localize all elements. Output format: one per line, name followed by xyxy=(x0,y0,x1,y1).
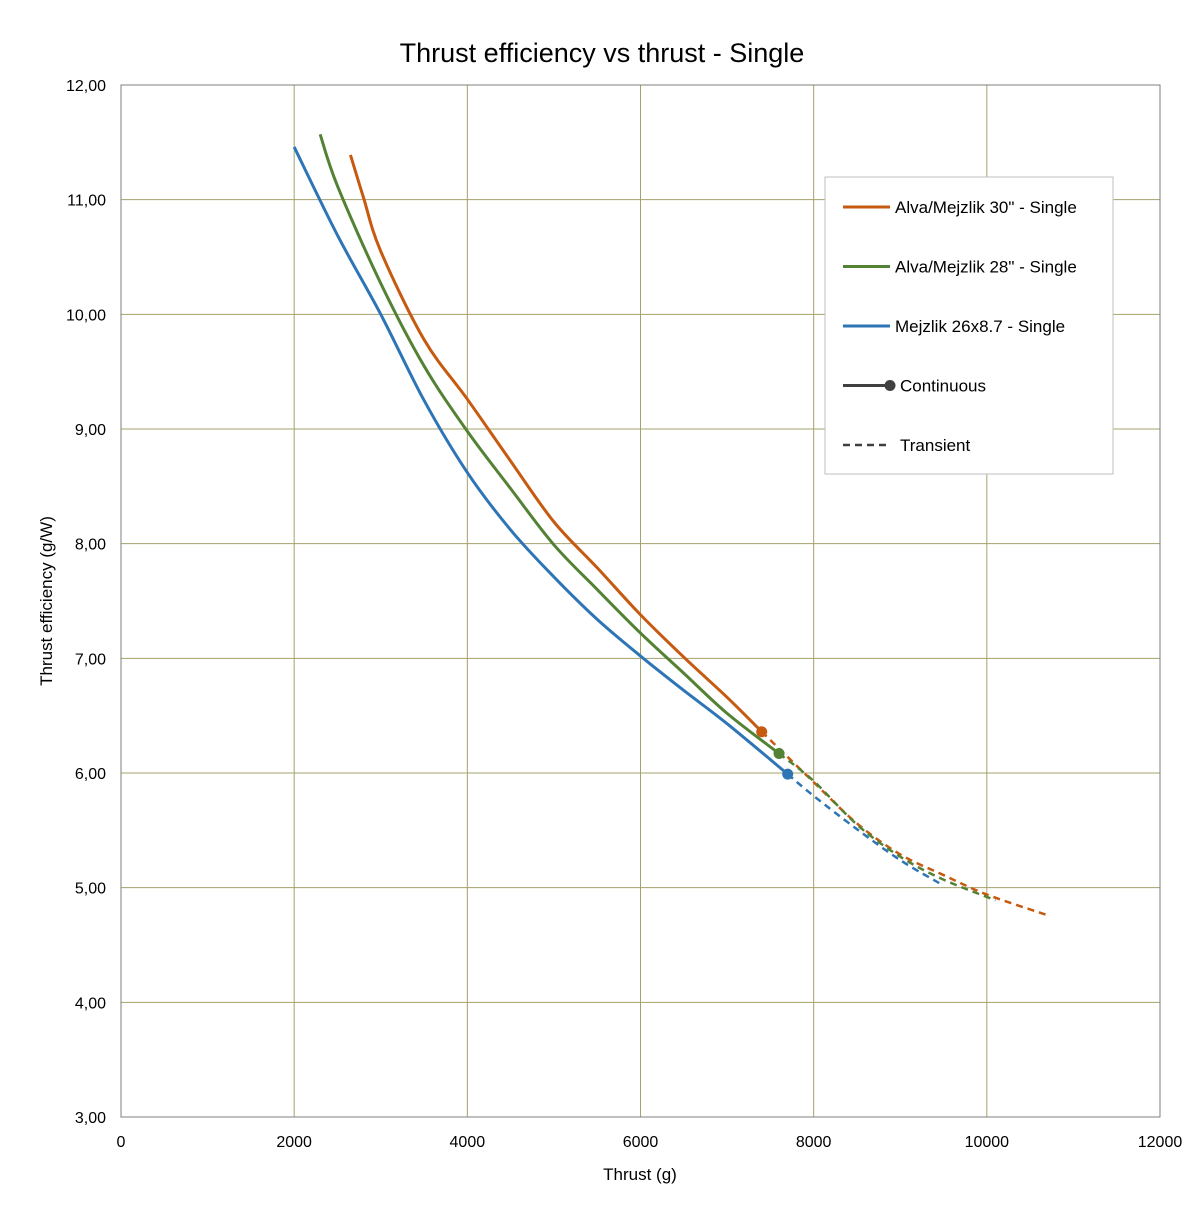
y-tick-label: 3,00 xyxy=(75,1110,106,1127)
legend-label-series-2: Mejzlik 26x8.7 - Single xyxy=(895,317,1065,336)
x-tick-label: 4000 xyxy=(450,1134,486,1151)
y-axis-label: Thrust efficiency (g/W) xyxy=(37,516,56,686)
legend-label-continuous: Continuous xyxy=(900,377,986,396)
y-tick-label: 6,00 xyxy=(75,766,106,783)
x-axis-label: Thrust (g) xyxy=(603,1165,677,1184)
series-layer xyxy=(292,133,1048,917)
series-0-continuous-end-marker xyxy=(756,726,768,738)
legend: Alva/Mejzlik 30" - Single Alva/Mejzlik 28… xyxy=(824,176,1114,475)
series-0-transient-line xyxy=(760,730,1048,917)
y-tick-label: 5,00 xyxy=(75,881,106,898)
y-tick-label: 11,00 xyxy=(67,193,106,210)
series-2-continuous-end-marker xyxy=(782,768,794,780)
x-tick-label: 10000 xyxy=(965,1134,1010,1151)
series-0-continuous-line xyxy=(349,154,763,733)
series-1-continuous-end-marker xyxy=(773,748,785,760)
x-tick-label: 12000 xyxy=(1138,1134,1183,1151)
y-tick-label: 9,00 xyxy=(75,422,106,439)
series-1-transient-line xyxy=(778,752,996,902)
x-axis-ticks: 0 2000 4000 6000 8000 10000 12000 xyxy=(117,1134,1183,1151)
legend-label-series-1: Alva/Mejzlik 28" - Single xyxy=(895,258,1077,277)
x-tick-label: 2000 xyxy=(276,1134,312,1151)
legend-label-transient: Transient xyxy=(900,436,971,455)
x-tick-label: 6000 xyxy=(623,1134,659,1151)
y-tick-label: 10,00 xyxy=(66,307,106,324)
chart-title: Thrust efficiency vs thrust - Single xyxy=(400,38,805,68)
legend-label-series-0: Alva/Mejzlik 30" - Single xyxy=(895,198,1077,217)
y-axis-ticks: 3,00 4,00 5,00 6,00 7,00 8,00 9,00 10,00 11,00 12… xyxy=(66,78,106,1127)
y-tick-label: 12,00 xyxy=(66,78,106,95)
y-tick-label: 4,00 xyxy=(75,995,106,1012)
legend-marker-continuous xyxy=(884,380,896,391)
x-tick-label: 8000 xyxy=(796,1134,832,1151)
series-2-continuous-line xyxy=(292,146,789,776)
x-tick-label: 0 xyxy=(117,1134,126,1151)
plot-area-border xyxy=(120,84,1161,1118)
series-2-transient-line xyxy=(786,773,940,885)
series-1-continuous-line xyxy=(318,133,780,755)
y-tick-label: 8,00 xyxy=(75,537,106,554)
y-tick-label: 7,00 xyxy=(75,651,106,668)
